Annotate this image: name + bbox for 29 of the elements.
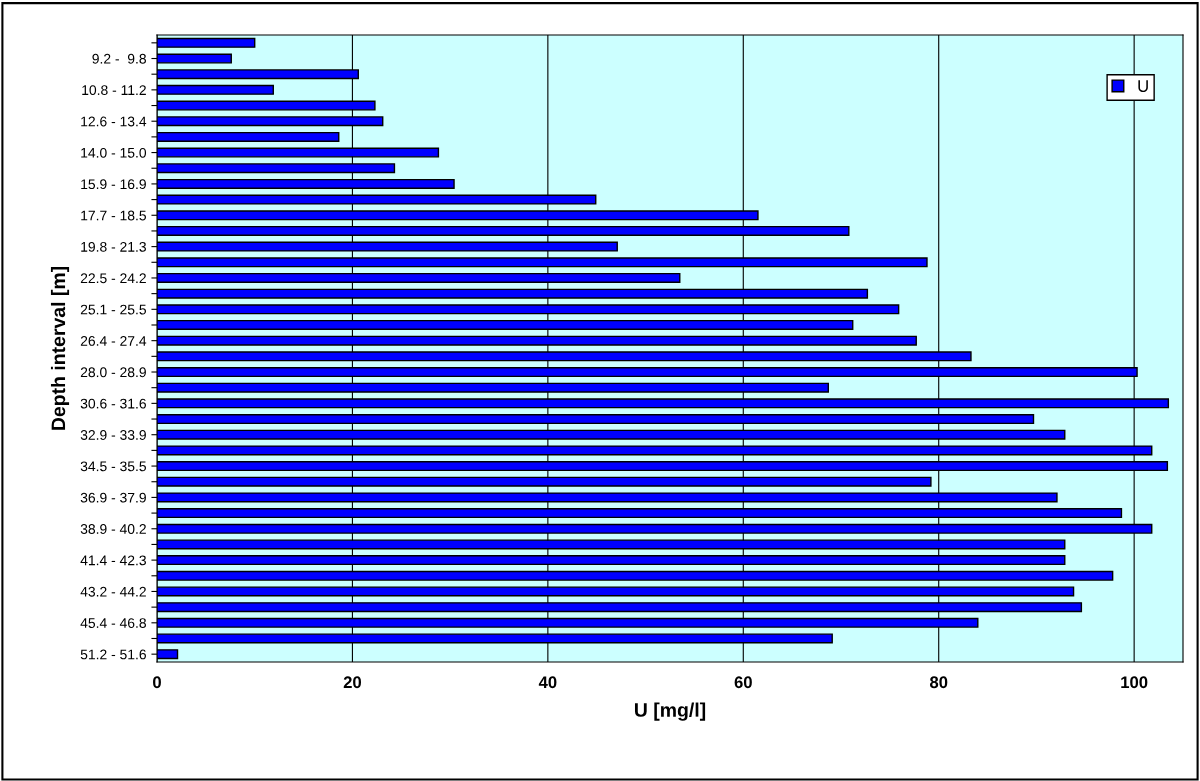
x-tick-label: 20	[343, 676, 362, 689]
y-tick-label: 36.9 - 37.9	[80, 492, 146, 503]
x-tick-label: 0	[153, 676, 161, 689]
x-tick-label: 60	[734, 676, 752, 689]
legend-label: U	[1138, 80, 1148, 92]
y-tick-label: 28.0 - 28.9	[80, 367, 146, 378]
y-tick-label: 25.1 - 25.5	[80, 304, 147, 315]
y-axis-title: Depth interval [m]	[50, 266, 70, 430]
x-tick-label: 100	[1121, 676, 1148, 689]
y-tick-label: 14.0 - 15.0	[81, 147, 147, 158]
y-tick-label: 19.8 - 21.3	[81, 241, 146, 252]
y-tick-label: 22.5 - 24.2	[80, 273, 146, 284]
x-axis-title: U [mg/l]	[634, 702, 706, 721]
y-tick-label: 32.9 - 33.9	[80, 430, 146, 440]
y-tick-label: 10.8 - 11.2	[82, 85, 146, 96]
y-tick-label: 51.2 - 51.6	[80, 649, 146, 660]
y-tick-label: 12.6 - 13.4	[81, 116, 147, 127]
y-tick-label: 45.4 - 46.8	[80, 618, 146, 628]
y-tick-label: 30.6 - 31.6	[80, 398, 146, 409]
y-tick-label: 26.4 - 27.4	[80, 336, 147, 346]
y-tick-label: 38.9 - 40.2	[80, 524, 146, 534]
y-tick-label: 15.9 - 16.9	[81, 179, 146, 190]
x-tick-label: 40	[538, 676, 557, 689]
y-tick-label: 41.4 - 42.3	[80, 555, 146, 566]
y-tick-label: 43.2 - 44.2	[80, 586, 146, 597]
x-tick-label: 80	[929, 676, 948, 689]
y-tick-label: 34.5 - 35.5	[80, 461, 147, 472]
y-tick-label: 9.2 - 9.8	[92, 53, 146, 64]
y-tick-label: 17.7 - 18.5	[81, 210, 147, 221]
